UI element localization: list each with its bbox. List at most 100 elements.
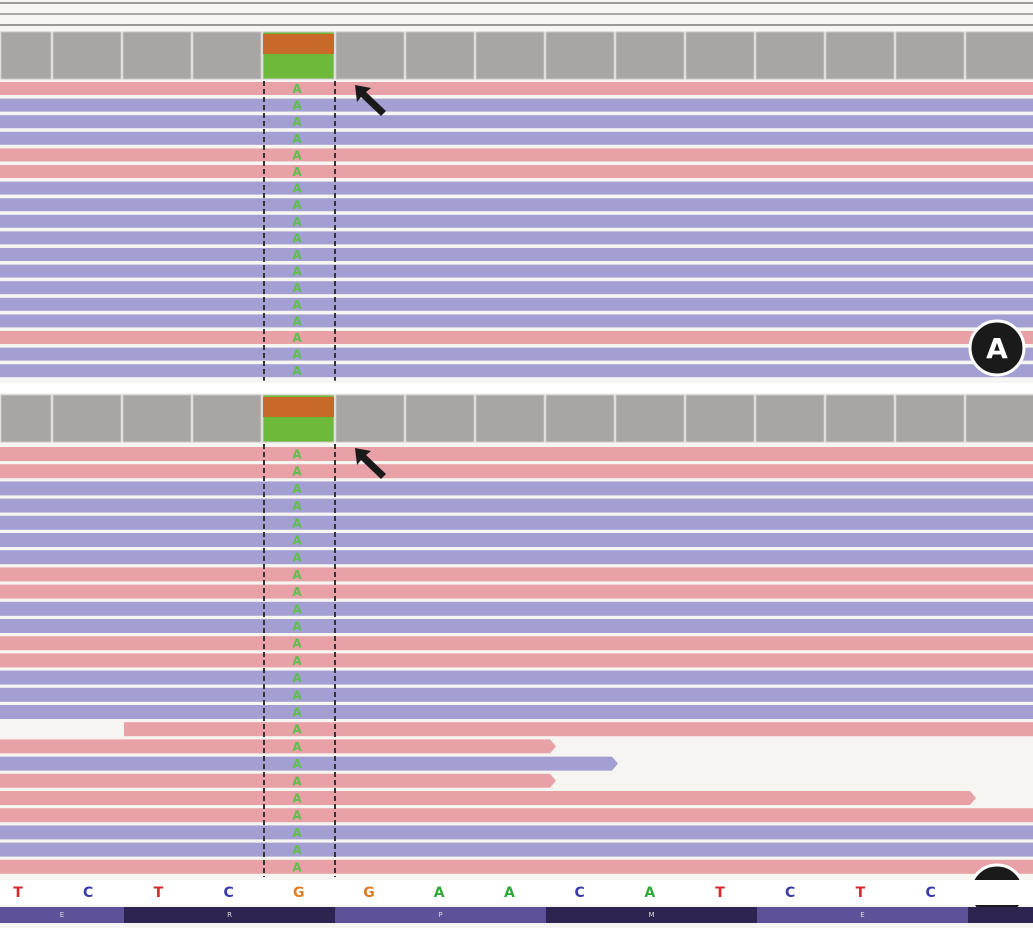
read-base: A [292,654,302,668]
reference-base: C [574,885,584,901]
read [0,447,1033,461]
read [0,601,1033,616]
read-base: A [292,792,302,806]
coverage-cell [685,31,755,80]
read [0,619,1033,633]
read-base: A [292,465,302,479]
coverage-cell [122,394,192,443]
coverage-cell [545,31,615,80]
read [0,687,1033,702]
read [0,264,1033,278]
read-base: A [292,706,302,720]
coverage-cell [965,31,1033,80]
reference-base: T [715,885,725,901]
read [0,808,1033,823]
coverage-cell [685,394,755,443]
reference-base: A [434,885,445,901]
coverage-cell [615,31,685,80]
read [0,331,1033,344]
reference-base: C [223,885,233,901]
reference-base: T [13,885,23,901]
read [0,825,1033,840]
amino-acid-label: R [227,911,232,919]
read [0,181,1033,195]
read [0,567,1033,582]
coverage-cell [192,394,262,443]
read [0,584,1033,599]
coverage-cell [475,394,545,443]
read [0,533,1033,547]
reference-base: A [644,885,655,901]
read-base: A [292,516,302,530]
read [0,314,1033,328]
coverage-cell [895,394,965,443]
read [0,131,1033,145]
read-base: A [292,265,302,279]
read-base: A [292,534,302,548]
read [0,705,1033,719]
read-base: A [292,602,302,616]
amino-acid-label: M [648,911,654,919]
coverage-cell [52,394,122,443]
read [0,550,1033,565]
read [0,165,1033,178]
read-base: A [292,314,302,328]
coverage-cell [545,394,615,443]
read [0,481,1033,496]
coverage-cell [825,31,895,80]
panel-gap [0,383,1033,393]
read [0,98,1033,112]
reference-base: T [856,885,866,901]
read [0,859,1033,874]
coverage-alt [263,34,334,54]
reference-base: G [293,885,305,901]
coverage-cell [405,394,475,443]
amino-acid [335,907,546,923]
read-base: A [292,364,302,378]
amino-acid [124,907,335,923]
read [0,115,1033,129]
arrow [355,85,386,116]
coverage-cell [335,31,405,80]
read-base: A [292,637,302,651]
reference-base: T [154,885,164,901]
read [0,636,1033,651]
read-base: A [292,99,302,113]
panel-badge [968,319,1026,377]
read [0,515,1033,530]
read-base: A [292,231,302,245]
read [0,347,1033,361]
read-base: A [292,215,302,229]
tracks: AAAAAAAAAAAAAAAAAAAAAAAAAAAAAAAAAAAAAAAA… [0,31,1033,923]
read-base: A [292,740,302,754]
coverage-cell [755,31,825,80]
reference-base: C [83,885,93,901]
sequence-track [0,880,1033,905]
read-base: A [292,281,302,295]
read [0,464,1033,479]
read-base: A [292,774,302,788]
coverage-cell [965,394,1033,443]
arrow [355,448,386,479]
read-base: A [292,723,302,737]
read-base: A [292,843,302,857]
panel-label: A [986,332,1008,365]
read-base: A [292,148,302,162]
read-base: A [292,448,302,462]
read-base: A [292,860,302,874]
read [0,653,1033,668]
read [0,231,1033,245]
read [0,297,1033,311]
read-base: A [292,671,302,685]
read-base: A [292,688,302,702]
read-base: A [292,165,302,179]
read-base: A [292,115,302,129]
amino-acid [546,907,757,923]
read-base: A [292,348,302,362]
read [0,82,1033,95]
amino-acid-label: P [438,911,442,919]
coverage-cell [405,31,475,80]
coverage-cell [335,394,405,443]
read-base: A [292,568,302,582]
